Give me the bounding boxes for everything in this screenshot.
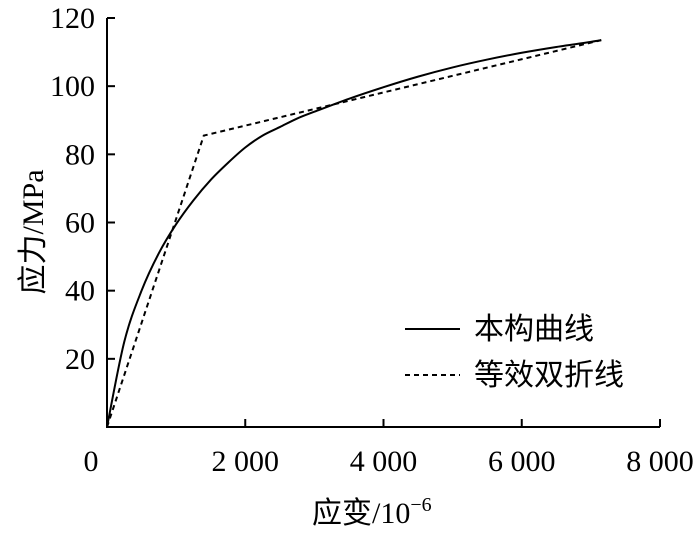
y-axis-ticks: 20 40 60 80 100 120: [50, 2, 115, 376]
x-axis-ticks: 0 2 000 4 000 6 000 8 000: [84, 419, 694, 478]
x-axis-title: 应变/10−6: [312, 494, 432, 530]
y-tick-label: 20: [65, 343, 95, 376]
x-tick-label: 8 000: [626, 445, 694, 478]
y-axis-title: 应力/MPa: [17, 169, 50, 294]
x-tick-label: 4 000: [350, 445, 418, 478]
y-tick-label: 100: [50, 70, 95, 103]
x-tick-label: 2 000: [212, 445, 280, 478]
x-axis-title-superscript: −6: [410, 494, 431, 516]
y-tick-label: 40: [65, 275, 95, 308]
legend-label-constitutive: 本构曲线: [474, 313, 594, 346]
x-tick-label: 0: [84, 445, 99, 478]
y-tick-label: 60: [65, 207, 95, 240]
legend-label-bilinear: 等效双折线: [474, 359, 624, 392]
y-tick-label: 80: [65, 138, 95, 171]
series-layer: [106, 39, 602, 428]
x-tick-label: 6 000: [488, 445, 556, 478]
legend: 本构曲线 等效双折线: [405, 313, 624, 392]
y-tick-label: 120: [50, 2, 95, 35]
series-line-equivalent-bilinear: [106, 39, 602, 428]
series-line-constitutive-curve: [106, 39, 602, 428]
